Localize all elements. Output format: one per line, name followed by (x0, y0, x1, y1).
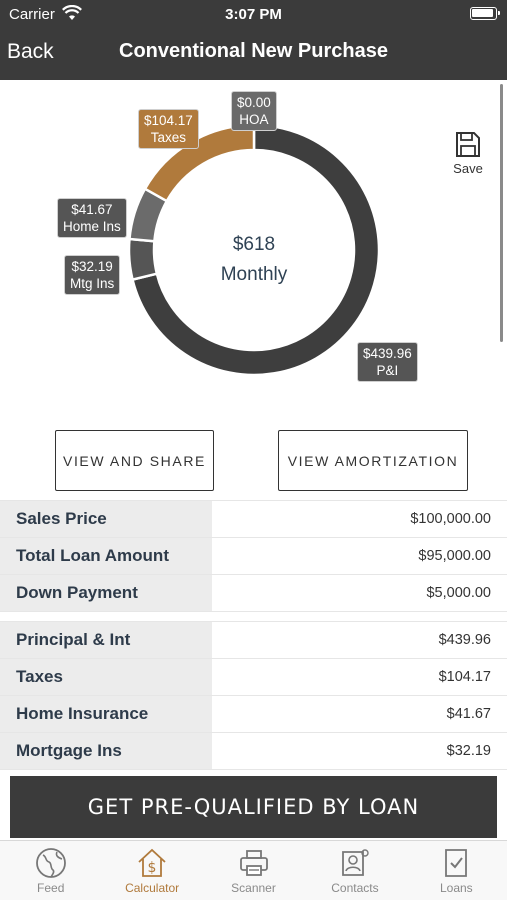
row-value: $100,000.00 (410, 511, 491, 527)
tab-calculator[interactable]: $ Calculator (101, 841, 202, 900)
slice-name: HOA (239, 112, 269, 127)
slice-value: $104.17 (144, 113, 193, 128)
status-bar: Carrier 3:07 PM (0, 0, 507, 28)
table-row: Sales Price $100,000.00 (0, 501, 507, 538)
view-and-share-button[interactable]: VIEW AND SHARE (55, 430, 214, 491)
row-label: Taxes (0, 659, 212, 695)
row-label: Sales Price (0, 501, 212, 537)
table-row: Mortgage Ins $32.19 (0, 733, 507, 770)
document-check-icon (445, 849, 468, 877)
payment-donut-chart (127, 123, 381, 377)
scrollbar[interactable] (500, 84, 503, 342)
slice-label-mtg-ins: $32.19 Mtg Ins (64, 255, 121, 295)
slice-name: Taxes (150, 130, 187, 145)
slice-label-hoa: $0.00 HOA (231, 91, 277, 131)
donut-slice-p-i[interactable] (131, 123, 381, 377)
table-row: Taxes $104.17 (0, 659, 507, 696)
row-value: $439.96 (438, 632, 491, 648)
slice-name: P&I (376, 363, 399, 378)
table-row: Total Loan Amount $95,000.00 (0, 538, 507, 575)
top-bar: Carrier 3:07 PM Back Conventional New Pu… (0, 0, 507, 80)
slice-label-home-ins: $41.67 Home Ins (57, 198, 127, 238)
row-label: Total Loan Amount (0, 538, 212, 574)
table-row: Principal & Int $439.96 (0, 622, 507, 659)
svg-text:$: $ (148, 860, 157, 876)
monthly-total: $618 (232, 234, 276, 255)
table-divider (0, 612, 507, 622)
tab-label: Calculator (125, 881, 180, 895)
globe-icon (35, 848, 66, 878)
row-label: Down Payment (0, 575, 212, 611)
donut-slice-mtg-ins[interactable] (127, 237, 159, 282)
back-button[interactable]: Back (7, 40, 54, 63)
row-label: Home Insurance (0, 696, 212, 732)
save-button[interactable]: Save (448, 131, 488, 176)
tab-label: Contacts (331, 881, 379, 895)
tab-bar: Feed $ Calculator Scanner (0, 840, 507, 900)
printer-scanner-icon (239, 850, 268, 876)
tab-contacts[interactable]: Contacts (304, 841, 405, 900)
slice-value: $32.19 (71, 259, 113, 274)
row-value: $41.67 (446, 706, 491, 722)
slice-value: $41.67 (71, 202, 113, 217)
tab-label: Loans (439, 881, 473, 895)
get-prequalified-button[interactable]: GET PRE-QUALIFIED BY LOAN (10, 776, 497, 838)
floppy-disk-icon (456, 132, 480, 157)
monthly-label: Monthly (220, 264, 288, 285)
carrier-label: Carrier (9, 6, 55, 23)
loan-details-table: Sales Price $100,000.00 Total Loan Amoun… (0, 500, 507, 770)
wifi-icon (62, 5, 82, 20)
slice-name: Mtg Ins (70, 276, 115, 291)
slice-value: $439.96 (363, 346, 412, 361)
house-dollar-icon: $ (138, 848, 166, 877)
row-value: $95,000.00 (418, 548, 491, 564)
save-label: Save (453, 161, 483, 176)
row-label: Principal & Int (0, 622, 212, 658)
table-row: Home Insurance $41.67 (0, 696, 507, 733)
slice-label-pi: $439.96 P&I (357, 342, 418, 382)
view-amortization-button[interactable]: VIEW AMORTIZATION (278, 430, 468, 491)
tab-label: Scanner (231, 881, 276, 895)
tab-loans[interactable]: Loans (406, 841, 507, 900)
row-value: $104.17 (438, 669, 491, 685)
row-label: Mortgage Ins (0, 733, 212, 769)
slice-value: $0.00 (237, 95, 271, 110)
table-row: Down Payment $5,000.00 (0, 575, 507, 612)
row-value: $32.19 (446, 743, 491, 759)
tab-label: Feed (37, 881, 65, 895)
row-value: $5,000.00 (426, 585, 491, 601)
tab-feed[interactable]: Feed (0, 841, 101, 900)
slice-name: Home Ins (63, 219, 121, 234)
slice-label-taxes: $104.17 Taxes (138, 109, 199, 149)
battery-icon (470, 7, 500, 20)
contacts-icon (342, 849, 369, 876)
tab-scanner[interactable]: Scanner (203, 841, 304, 900)
clock: 3:07 PM (225, 6, 282, 23)
page-title: Conventional New Purchase (119, 40, 388, 62)
